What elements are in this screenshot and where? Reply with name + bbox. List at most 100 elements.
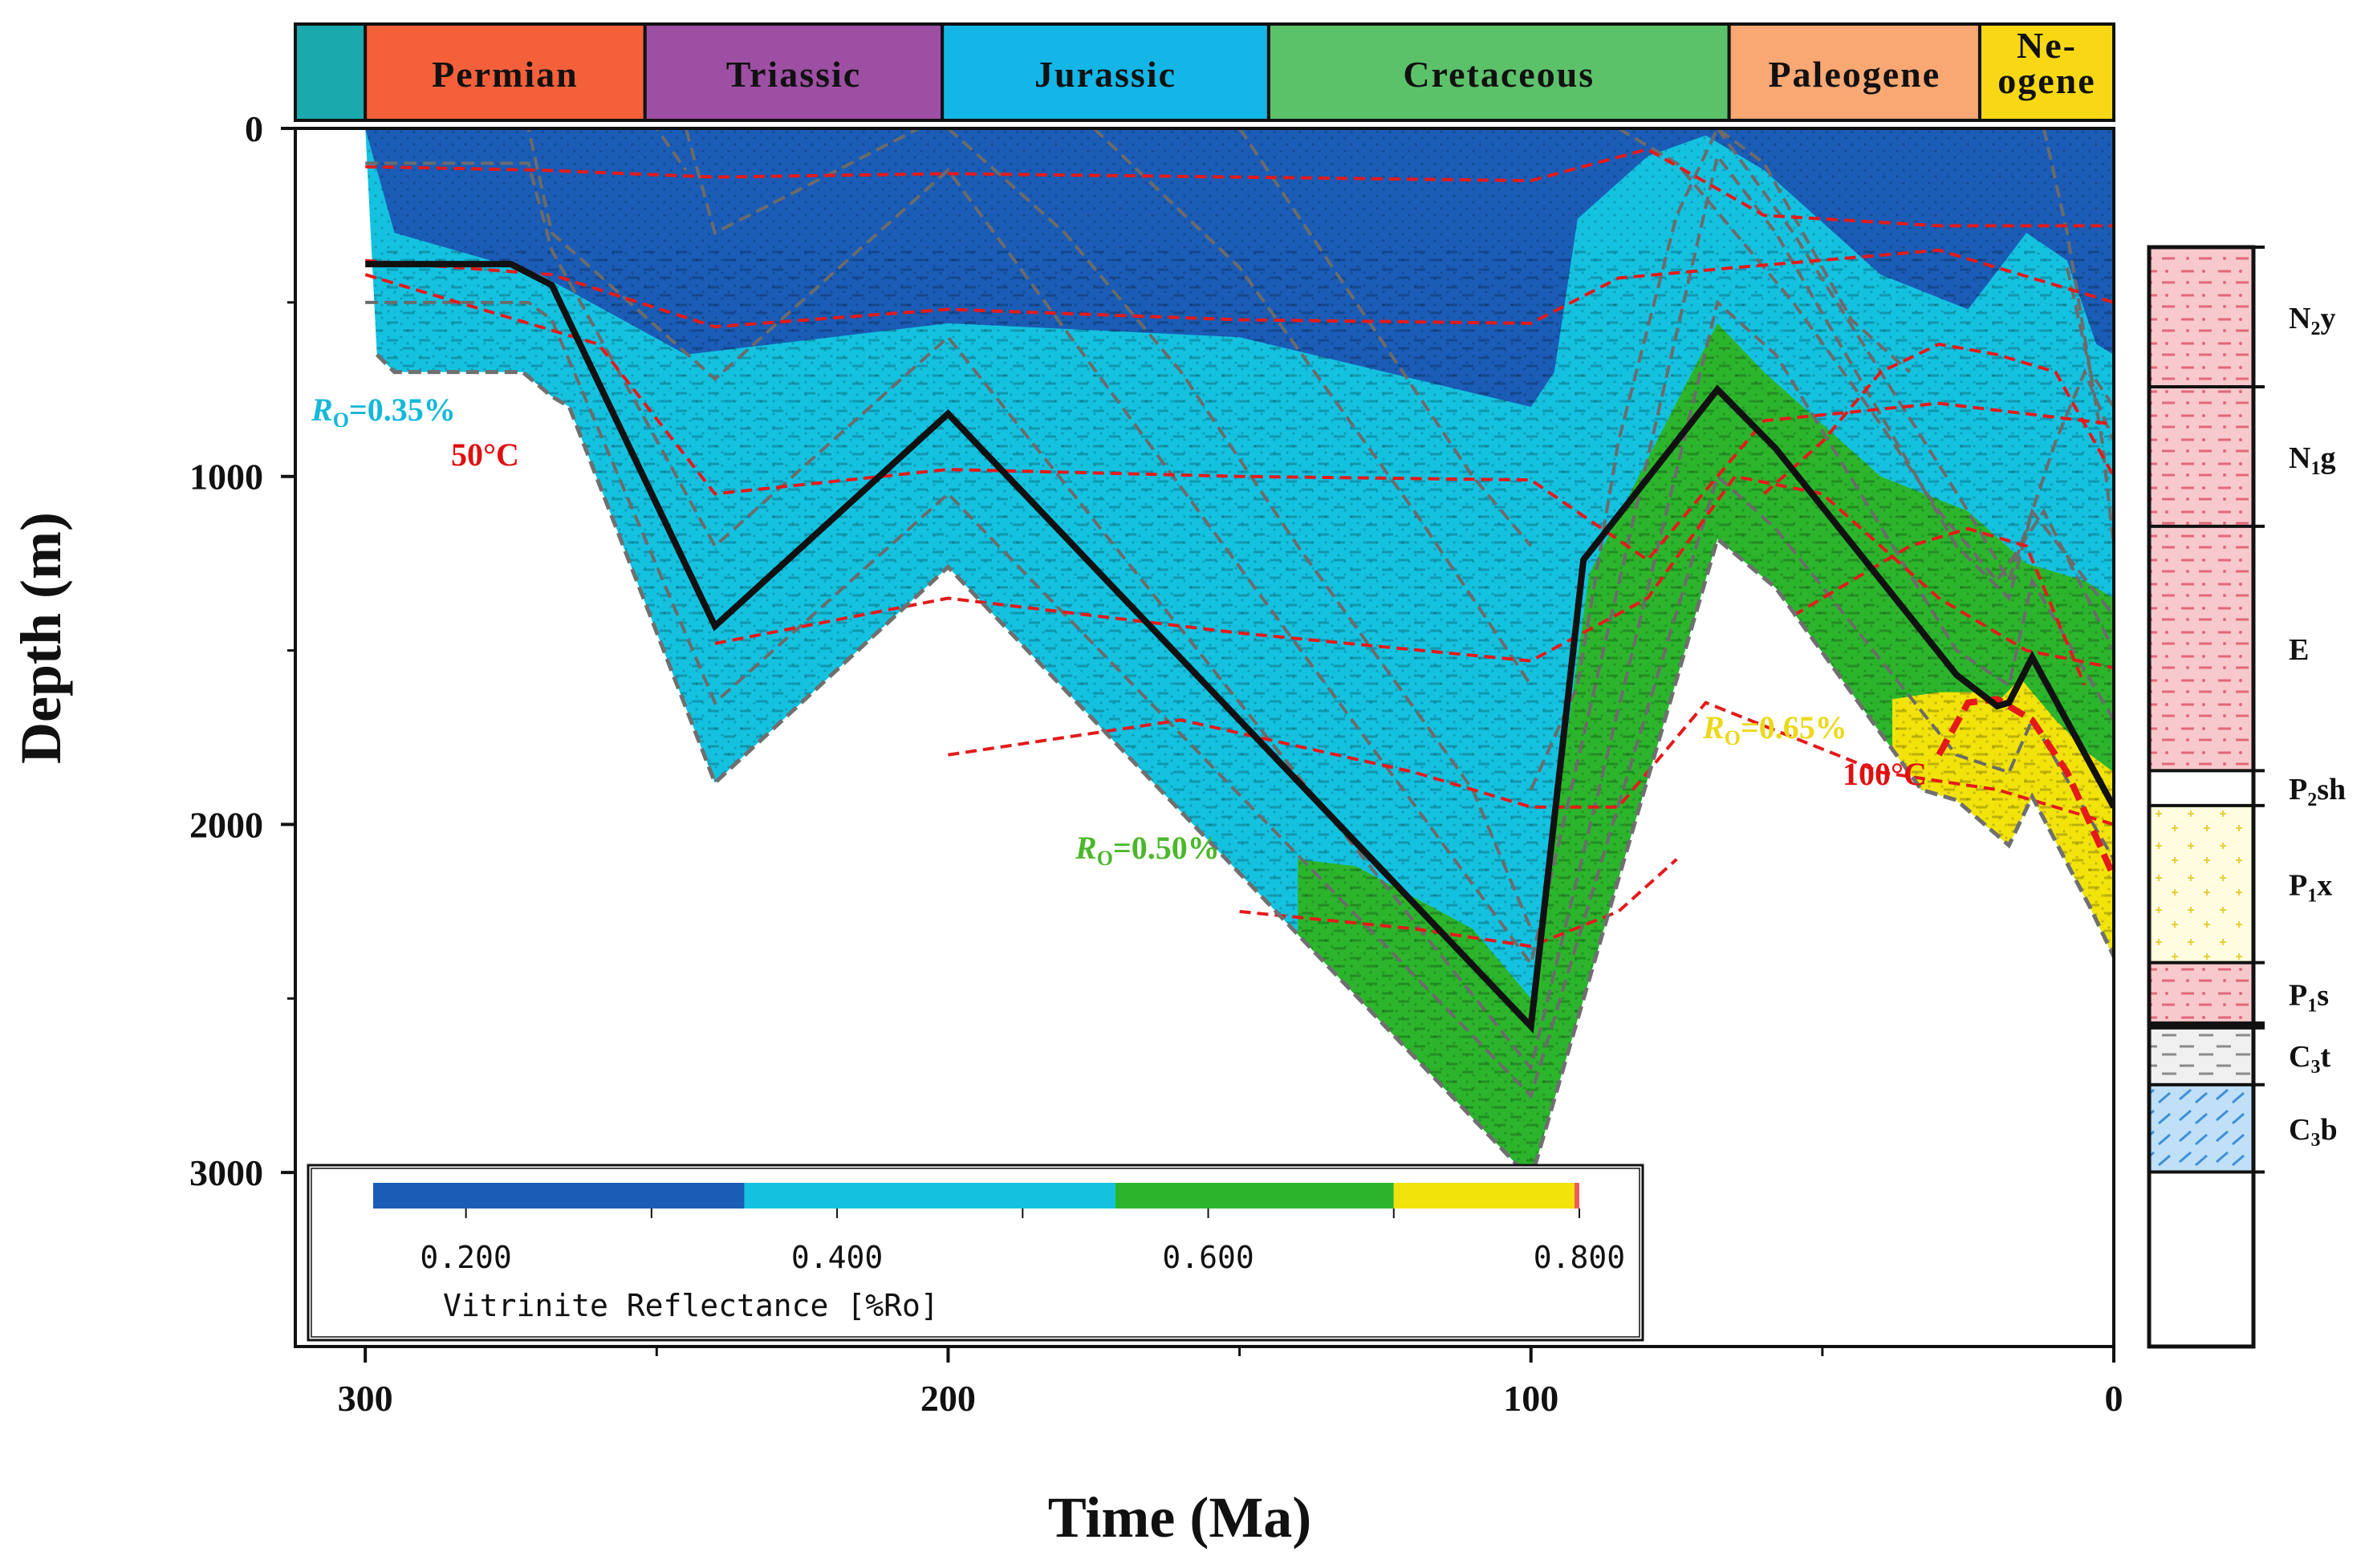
legend-colorbar xyxy=(373,1183,1579,1208)
annotation-sub: O xyxy=(333,408,349,432)
horizon-7 xyxy=(1237,128,1533,547)
legend-tick-label-1: 0.400 xyxy=(791,1240,883,1275)
x-tick-label-0: 300 xyxy=(338,1378,393,1419)
period-5 xyxy=(1727,22,1981,122)
annotation-main: R xyxy=(1702,709,1725,745)
strat-unit-pattern-6 xyxy=(2149,1025,2253,1085)
horizon-3 xyxy=(551,128,1240,235)
y-tick-label-2: 2000 xyxy=(189,804,263,845)
annotation-1: 50°C xyxy=(451,437,519,473)
period-6 xyxy=(1977,22,2115,122)
plot-frame xyxy=(294,127,2115,1348)
y-axis: 0 1000 2000 3000 xyxy=(189,108,295,1193)
horizon-4 xyxy=(628,128,688,172)
strat-label-sub: 2 xyxy=(2307,790,2317,810)
strat-unit-8 xyxy=(2149,1172,2253,1347)
period-label-6: Ne-ogene xyxy=(1997,25,2095,101)
strat-label-6: C3t xyxy=(2289,1040,2330,1078)
strat-unit-pattern-2 xyxy=(2149,526,2253,771)
period-label-line: ogene xyxy=(1997,60,2095,101)
legend-band-1 xyxy=(744,1183,1115,1208)
strat-unit-pattern-7 xyxy=(2149,1084,2253,1172)
strat-label-main: N xyxy=(2289,441,2310,475)
x-axis-title: Time (Ma) xyxy=(1048,1485,1312,1550)
isotherm-6 xyxy=(1936,696,2114,879)
legend-tick-label-3: 0.800 xyxy=(1534,1240,1625,1275)
legend-inner-frame xyxy=(311,1168,1640,1338)
x-tick-label-2: 100 xyxy=(1503,1378,1558,1419)
burial-horizons xyxy=(365,128,2114,1099)
strat-label-sub: 3 xyxy=(2310,1057,2320,1078)
strat-label-rest: g xyxy=(2320,441,2335,475)
isotherm-1 xyxy=(365,248,2114,329)
annotation-sub: O xyxy=(1097,847,1113,870)
period-pre xyxy=(294,22,368,122)
horizon-1 xyxy=(365,161,2114,1072)
annotation-main: R xyxy=(311,392,333,428)
period-label-5: Paleogene xyxy=(1768,54,1940,95)
strat-label-sub: 1 xyxy=(2307,996,2317,1017)
annotation-sub: O xyxy=(1725,726,1741,749)
strat-label-sub: 3 xyxy=(2310,1130,2320,1151)
legend-tick-label-2: 0.600 xyxy=(1162,1240,1254,1275)
strat-label-main: C xyxy=(2289,1113,2310,1147)
strat-label-sub: 1 xyxy=(2310,458,2320,479)
strat-frame xyxy=(2147,245,2256,1349)
annotations: RO=0.35%50°CRO=0.50%RO=0.65%100°C xyxy=(311,392,1927,870)
y-tick-label-1: 1000 xyxy=(189,457,263,498)
strat-label-main: P xyxy=(2289,979,2307,1013)
strat-unit-pattern-1 xyxy=(2149,386,2253,526)
x-tick-label-3: 0 xyxy=(2105,1378,2123,1419)
horizon-9 xyxy=(1617,128,2114,652)
legend-tick-label-0: 0.200 xyxy=(420,1240,511,1275)
strat-unit-pattern-5 xyxy=(2149,962,2253,1026)
horizon-6 xyxy=(1092,128,1533,687)
period-label-line: Permian xyxy=(432,54,579,95)
period-label-line: Triassic xyxy=(726,54,861,95)
isotherm-7 xyxy=(1762,342,2114,495)
strat-label-main: P xyxy=(2289,869,2307,903)
annotation-main: 100°C xyxy=(1843,756,1927,792)
isotherm-8 xyxy=(1792,526,2087,686)
strat-label-4: P1x xyxy=(2289,869,2332,907)
period-2 xyxy=(643,22,945,122)
strat-unit-pattern-4 xyxy=(2149,805,2253,963)
strat-label-rest: b xyxy=(2320,1113,2337,1147)
strat-label-main: P xyxy=(2289,773,2307,806)
annotation-2: RO=0.50% xyxy=(1075,830,1220,870)
strat-label-sub: 2 xyxy=(2310,319,2320,339)
isotherm-3 xyxy=(714,474,2114,670)
horizon-5 xyxy=(947,128,1533,930)
period-label-1: Permian xyxy=(432,54,579,95)
period-label-3: Jurassic xyxy=(1034,54,1176,95)
period-label-line: Cretaceous xyxy=(1403,54,1595,95)
isotherm-4 xyxy=(948,701,2114,827)
strat-label-rest: t xyxy=(2320,1040,2330,1074)
y-tick-label-3: 3000 xyxy=(189,1152,263,1193)
horizon-10 xyxy=(1716,128,2114,585)
strat-label-rest: sh xyxy=(2317,773,2346,806)
period-label-line: Paleogene xyxy=(1768,54,1940,95)
horizon-2 xyxy=(365,300,2114,1099)
strat-label-0: N2y xyxy=(2289,302,2335,339)
isotherms xyxy=(364,147,2114,949)
isotherm-5 xyxy=(1239,858,1678,949)
horizon-11 xyxy=(2042,128,2114,546)
period-3 xyxy=(941,22,1270,122)
isotherm-0 xyxy=(365,147,2114,228)
horizon-8 xyxy=(1529,128,1912,790)
y-tick-label-0: 0 xyxy=(245,108,263,149)
annotation-main: 50°C xyxy=(451,437,519,473)
annotation-4: 100°C xyxy=(1843,756,1927,792)
legend-title: Vitrinite Reflectance [%Ro] xyxy=(443,1288,939,1323)
legend-band-max xyxy=(1575,1183,1579,1208)
strat-label-3: P2sh xyxy=(2289,773,2346,810)
x-tick-label-1: 200 xyxy=(920,1378,976,1419)
strat-label-sub: 1 xyxy=(2307,886,2317,907)
isotherm-2 xyxy=(364,273,2114,563)
geologic-period-bar: Permian Triassic Jurassic Cretaceous Paleoge… xyxy=(294,22,2115,122)
strat-label-2: E xyxy=(2289,633,2309,667)
period-label-line: Jurassic xyxy=(1034,54,1176,95)
horizon-12 xyxy=(2065,267,2114,408)
